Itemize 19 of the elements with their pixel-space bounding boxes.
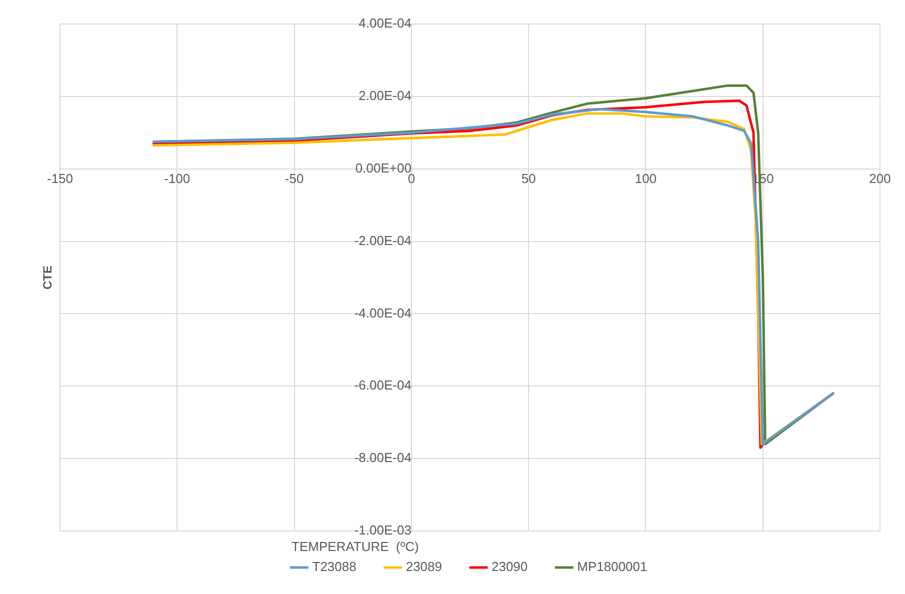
y-axis-title: CTE — [40, 266, 54, 290]
x-tick-label: -50 — [284, 171, 304, 186]
y-tick-label: -1.00E-03 — [354, 522, 412, 538]
y-tick-label: -4.00E-04 — [354, 305, 412, 320]
y-tick-label: -2.00E-04 — [354, 232, 412, 248]
legend-label: 23089 — [406, 559, 442, 574]
y-tick-label: -8.00E-04 — [354, 450, 412, 466]
x-tick-label: 100 — [634, 171, 657, 186]
legend-label: 23090 — [491, 559, 528, 574]
legend-label: MP1800001 — [577, 559, 648, 574]
y-tick-label: 4.00E-04 — [358, 16, 412, 31]
y-tick-label: -6.00E-04 — [354, 378, 412, 393]
x-tick-label: 50 — [521, 171, 536, 186]
legend-label: T23088 — [312, 559, 356, 574]
x-tick-label: 200 — [869, 171, 891, 186]
x-tick-label: -100 — [164, 171, 190, 186]
x-axis-title: TEMPERATURE (ºC) — [292, 539, 419, 554]
x-tick-label: -150 — [46, 171, 74, 186]
y-tick-label: 2.00E-04 — [358, 88, 412, 104]
